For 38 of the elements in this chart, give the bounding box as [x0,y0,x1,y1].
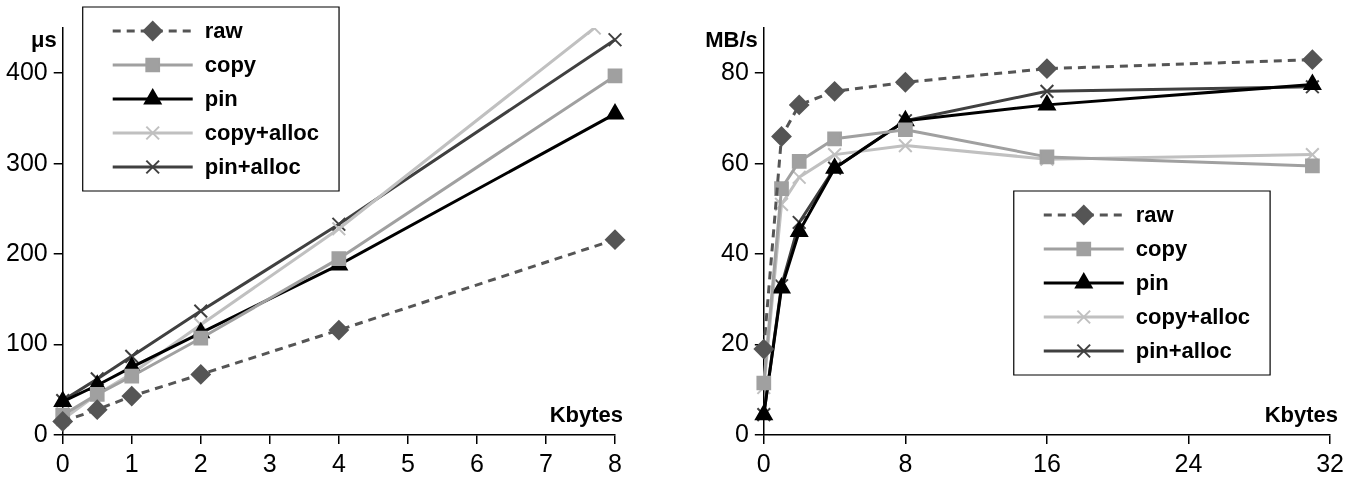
y-axis-title: μs [31,27,57,53]
legend-label: copy+alloc [204,120,320,146]
y-tick-label: 0 [33,418,48,447]
legend-label: pin [1135,270,1169,296]
y-tick-label: 80 [721,57,749,86]
y-tick-label: 200 [5,238,48,266]
legend-label: raw [1135,202,1175,228]
y-tick-label: 0 [734,418,749,447]
legend-label: copy+alloc [1135,304,1251,330]
x-tick-label: 3 [262,448,277,477]
y-tick-label: 60 [721,147,749,176]
x-tick-label: 2 [193,448,208,477]
x-axis-title: Kbytes [1264,402,1339,428]
legend-label: pin+alloc [204,154,301,180]
y-tick-label: 20 [721,328,749,357]
legend-label: pin [204,86,238,112]
x-tick-label: 4 [331,448,346,477]
legend-label: raw [204,18,244,44]
x-tick-label: 8 [608,448,622,477]
x-tick-label: 8 [898,448,913,477]
legend-label: copy [204,52,257,78]
y-tick-label: 100 [5,328,48,357]
x-tick-label: 5 [400,448,415,477]
x-tick-label: 0 [756,448,771,477]
y-axis-title: MB/s [705,27,758,53]
y-tick-label: 400 [5,57,48,86]
x-tick-label: 16 [1033,448,1061,477]
y-tick-label: 300 [5,147,48,176]
x-axis-title: Kbytes [549,402,623,428]
x-tick-label: 7 [539,448,553,477]
x-tick-label: 24 [1174,448,1203,477]
legend-label: copy [1135,236,1188,262]
x-tick-label: 6 [469,448,484,477]
x-tick-label: 32 [1316,448,1344,477]
y-tick-label: 40 [721,238,749,266]
x-tick-label: 0 [55,448,70,477]
x-tick-label: 1 [124,448,139,477]
legend-label: pin+alloc [1135,338,1232,364]
